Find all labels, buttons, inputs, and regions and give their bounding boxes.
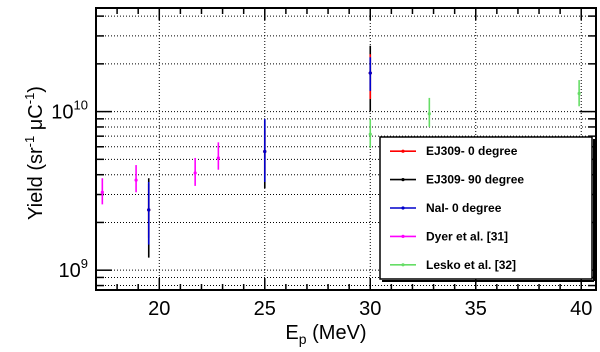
x-axis-title-base: E [285,322,298,344]
y-tick-label: 109 [59,256,88,282]
legend-label-dyer-et-al-31: Dyer et al. [31] [426,229,508,243]
y-axis-title-post: ) [25,86,47,93]
point-nai-0-degree [263,149,267,154]
y-axis-title-sup2: -1 [22,93,37,105]
data-marks [100,45,581,258]
y-axis-title-sup1: -1 [22,136,37,148]
legend-marker-ej309-0-degree [401,149,405,153]
y-axis-title-mid: μC [25,104,47,136]
x-tick-label: 35 [465,298,487,320]
y-axis-title-pre: Yield (sr [25,147,47,220]
legend-marker-dyer-et-al-31 [401,234,405,238]
y-tick-label-base: 10 [51,102,73,124]
legend-label-nai-0-degree: NaI- 0 degree [426,201,502,215]
x-tick-label: 40 [570,298,592,320]
point-nai-0-degree [147,208,151,212]
x-axis-title-rest: (MeV) [307,322,367,344]
legend-label-lesko-et-al-32: Lesko et al. [32] [426,258,516,272]
point-dyer-et-al-31 [216,156,220,160]
y-tick-label-exponent: 10 [74,98,88,113]
x-tick-labels: 20 25 30 35 40 [148,298,592,320]
legend-label-ej309-90-degree: EJ309- 90 degree [426,173,524,187]
legend-label-ej309-0-degree: EJ309- 0 degree [426,144,518,158]
point-dyer-et-al-31 [193,171,197,175]
y-axis-title: Yield (sr-1 μC-1) [22,86,47,220]
legend: EJ309- 0 degree EJ309- 90 degree NaI- 0 de… [379,136,595,282]
y-tick-label-base: 10 [59,260,81,282]
legend-marker-nai-0-degree [401,206,405,210]
point-lesko-et-al-32 [427,112,431,116]
y-tick-label: 1010 [51,98,88,124]
x-tick-label: 30 [359,298,381,320]
point-dyer-et-al-31 [100,190,104,194]
x-tick-label: 25 [254,298,276,320]
point-nai-0-degree [368,71,372,75]
x-tick-label: 20 [148,298,170,320]
x-axis-title-sub: p [299,331,307,347]
y-tick-label-exponent: 9 [81,256,88,271]
point-lesko-et-al-32 [368,132,372,136]
plot-frame [95,7,597,291]
point-dyer-et-al-31 [134,178,138,182]
point-lesko-et-al-32 [577,91,581,96]
legend-marker-ej309-90-degree [401,178,405,182]
legend-marker-lesko-et-al-32 [401,263,405,267]
x-axis-title: Ep (MeV) [285,322,366,347]
